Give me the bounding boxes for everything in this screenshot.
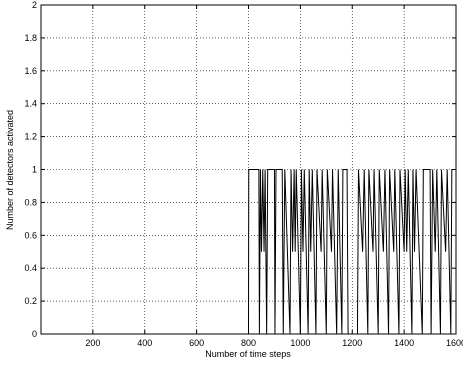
- y-tick-label: 1.6: [24, 66, 37, 76]
- y-tick-label: 1.2: [24, 132, 37, 142]
- y-tick-label: 1.8: [24, 33, 37, 43]
- x-tick-label: 400: [137, 338, 152, 348]
- x-tick-label: 600: [189, 338, 204, 348]
- y-tick-label: 1.4: [24, 99, 37, 109]
- y-tick-label: 0.2: [24, 296, 37, 306]
- y-tick-label: 0.6: [24, 230, 37, 240]
- y-tick-label: 0: [32, 329, 37, 339]
- x-axis-label: Number of time steps: [205, 349, 291, 359]
- x-tick-label: 1400: [394, 338, 414, 348]
- data-line: [41, 169, 456, 335]
- x-tick-label: 200: [85, 338, 100, 348]
- x-tick-label: 1200: [342, 338, 362, 348]
- y-tick-label: 1: [32, 165, 37, 175]
- y-tick-label: 0.4: [24, 263, 37, 273]
- y-axis-label: Number of detectors activated: [5, 110, 15, 230]
- y-tick-label: 2: [32, 0, 37, 10]
- x-tick-label: 1000: [290, 338, 310, 348]
- x-tick-label: 800: [241, 338, 256, 348]
- y-tick-label: 0.8: [24, 197, 37, 207]
- x-tick-label: 1600: [446, 338, 463, 348]
